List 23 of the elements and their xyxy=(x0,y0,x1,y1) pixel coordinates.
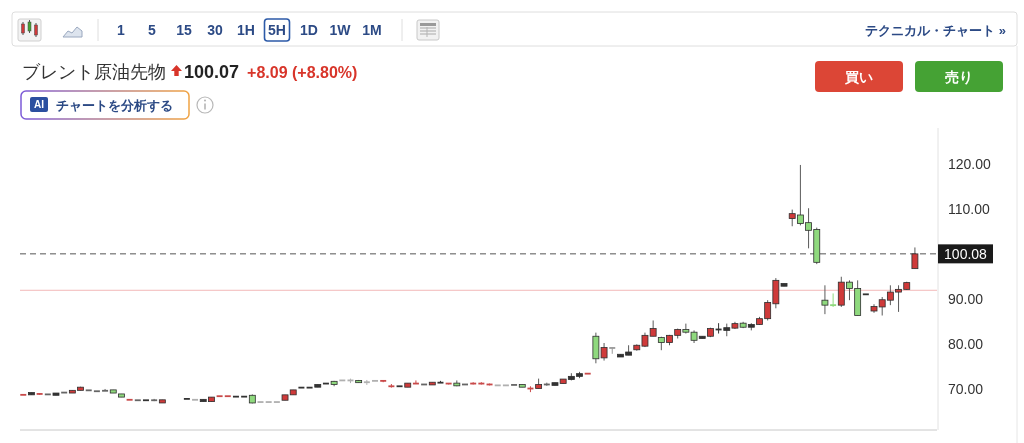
subtitle: 100.07 xyxy=(184,62,240,82)
technical-chart-link-label: テクニカル・チャート » xyxy=(865,22,1006,38)
interval-label: 5H xyxy=(268,22,286,38)
y-tick-label: 70.00 xyxy=(948,381,984,398)
buy-button-label: 買い xyxy=(845,69,873,85)
interval-label: 1H xyxy=(237,22,255,38)
ai-badge-label: AI xyxy=(34,99,44,110)
interval-label: 1M xyxy=(362,22,382,38)
title: ブレント原油先物 xyxy=(22,62,166,82)
price-change-label: +8.09 (+8.80%) xyxy=(247,63,358,81)
interval-label: 5 xyxy=(148,22,156,38)
y-tick-label: 110.00 xyxy=(948,201,990,218)
ref-line-label: 100.08 xyxy=(944,245,987,262)
interval-label: 1D xyxy=(300,22,318,38)
sell-button-label: 売り xyxy=(945,69,973,85)
interval-label: 1 xyxy=(117,22,125,38)
interval-label: 30 xyxy=(207,22,223,38)
y-tick-label: 120.00 xyxy=(948,156,991,173)
interval-label: 1W xyxy=(329,22,351,38)
analyze-chart-label: チャートを分析する xyxy=(56,97,173,113)
y-tick-label: 90.00 xyxy=(948,291,984,308)
interval-label: 15 xyxy=(176,22,192,38)
y-tick-label: 80.00 xyxy=(948,336,984,353)
